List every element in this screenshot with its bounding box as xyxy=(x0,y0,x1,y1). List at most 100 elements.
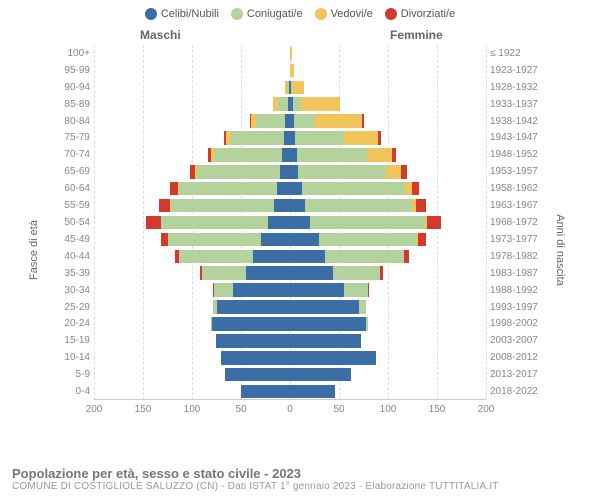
male-header: Maschi xyxy=(140,28,181,42)
birth-year-tick: 1968-1972 xyxy=(486,217,550,228)
legend-item: Celibi/Nubili xyxy=(145,8,219,20)
segment xyxy=(197,165,280,179)
segment xyxy=(256,114,285,128)
segment xyxy=(217,300,290,314)
legend-swatch xyxy=(231,8,243,20)
legend-swatch xyxy=(145,8,157,20)
legend-item: Coniugati/e xyxy=(231,8,303,20)
birth-year-tick: 1943-1947 xyxy=(486,132,550,143)
segment xyxy=(290,182,302,196)
male-bar xyxy=(94,81,290,95)
age-row: 15-192003-2007 xyxy=(50,332,550,349)
x-tick: 150 xyxy=(135,404,152,415)
age-row: 85-89 1933-1937 xyxy=(50,96,550,113)
segment xyxy=(392,148,396,162)
male-bar xyxy=(94,233,290,247)
segment xyxy=(246,266,290,280)
segment xyxy=(290,250,325,264)
female-bar xyxy=(290,81,486,95)
age-tick: 50-54 xyxy=(50,217,94,228)
male-bar xyxy=(94,334,290,348)
age-row: 30-341988-1992 xyxy=(50,282,550,299)
bars xyxy=(94,165,486,179)
segment xyxy=(290,165,298,179)
age-tick: 65-69 xyxy=(50,166,94,177)
segment xyxy=(179,250,253,264)
birth-year-tick: ≤ 1922 xyxy=(486,48,550,59)
legend-label: Coniugati/e xyxy=(247,8,303,20)
birth-year-tick: 2008-2012 xyxy=(486,352,550,363)
male-bar xyxy=(94,64,290,78)
bars xyxy=(94,97,486,111)
segment xyxy=(171,199,274,213)
segment xyxy=(214,148,283,162)
age-row: 40-441978-1982 xyxy=(50,248,550,265)
segment xyxy=(290,199,305,213)
segment xyxy=(290,368,351,382)
segment xyxy=(221,351,290,365)
bars xyxy=(94,47,486,61)
age-row: 50-54 1968-1972 xyxy=(50,214,550,231)
segment xyxy=(305,199,413,213)
age-tick: 100+ xyxy=(50,48,94,59)
segment xyxy=(161,216,269,230)
legend: Celibi/NubiliConiugati/eVedovi/eDivorzia… xyxy=(0,0,600,24)
segment xyxy=(290,300,359,314)
bars xyxy=(94,216,486,230)
chart-footer: Popolazione per età, sesso e stato civil… xyxy=(12,466,499,492)
birth-year-tick: 1923-1927 xyxy=(486,65,550,76)
bars xyxy=(94,266,486,280)
segment xyxy=(290,148,297,162)
segment xyxy=(310,216,426,230)
segment xyxy=(362,114,364,128)
female-bar xyxy=(290,317,486,331)
age-tick: 85-89 xyxy=(50,99,94,110)
legend-label: Divorziati/e xyxy=(401,8,455,20)
age-row: 35-391983-1987 xyxy=(50,265,550,282)
segment xyxy=(278,97,288,111)
birth-year-tick: 1963-1967 xyxy=(486,200,550,211)
segment xyxy=(277,182,290,196)
female-bar xyxy=(290,283,486,297)
female-bar xyxy=(290,385,486,399)
segment xyxy=(290,351,376,365)
x-tick: 50 xyxy=(333,404,344,415)
birth-year-tick: 1998-2002 xyxy=(486,318,550,329)
age-tick: 45-49 xyxy=(50,234,94,245)
male-bar xyxy=(94,300,290,314)
segment xyxy=(290,317,366,331)
female-bar xyxy=(290,368,486,382)
bars xyxy=(94,250,486,264)
birth-year-tick: 1933-1937 xyxy=(486,99,550,110)
bars xyxy=(94,300,486,314)
female-bar xyxy=(290,182,486,196)
male-bar xyxy=(94,266,290,280)
age-tick: 90-94 xyxy=(50,82,94,93)
population-pyramid: 100+≤ 192295-991923-192790-941928-193285… xyxy=(50,45,550,425)
segment xyxy=(344,283,369,297)
segment xyxy=(225,368,290,382)
male-bar xyxy=(94,283,290,297)
bars xyxy=(94,131,486,145)
age-row: 65-691953-1957 xyxy=(50,163,550,180)
x-tick: 100 xyxy=(380,404,397,415)
male-bar xyxy=(94,385,290,399)
female-bar xyxy=(290,165,486,179)
segment xyxy=(401,165,407,179)
segment xyxy=(359,300,367,314)
bars xyxy=(94,182,486,196)
age-row: 90-941928-1932 xyxy=(50,79,550,96)
birth-year-tick: 1993-1997 xyxy=(486,302,550,313)
segment xyxy=(290,216,310,230)
bars xyxy=(94,64,486,78)
legend-item: Divorziati/e xyxy=(385,8,455,20)
birth-year-tick: 1978-1982 xyxy=(486,251,550,262)
age-row: 75-791943-1947 xyxy=(50,130,550,147)
age-tick: 55-59 xyxy=(50,200,94,211)
birth-year-tick: 2013-2017 xyxy=(486,369,550,380)
segment xyxy=(214,283,234,297)
age-tick: 70-74 xyxy=(50,149,94,160)
segment xyxy=(315,114,362,128)
age-tick: 35-39 xyxy=(50,268,94,279)
age-row: 10-142008-2012 xyxy=(50,349,550,366)
